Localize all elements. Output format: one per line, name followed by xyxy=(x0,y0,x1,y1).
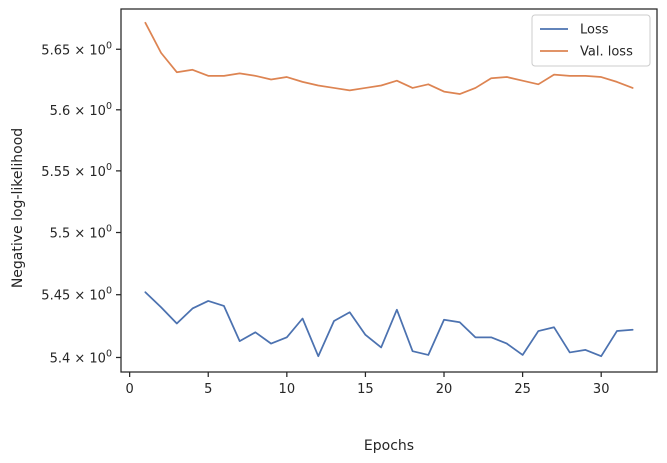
y-tick-label: 5.55 × 100 xyxy=(41,162,112,180)
y-axis-label: Negative log-likelihood xyxy=(10,128,26,288)
x-axis-label: Epochs xyxy=(364,438,414,454)
series-line-loss xyxy=(144,291,634,358)
legend: Loss Val. loss xyxy=(531,14,651,67)
y-tick-label: 5.6 × 100 xyxy=(50,101,112,119)
series-line-val-loss xyxy=(144,21,634,95)
x-tick-label: 5 xyxy=(204,382,212,397)
x-tick-label: 10 xyxy=(279,382,296,397)
y-tick-label: 5.4 × 100 xyxy=(50,348,112,366)
x-tick-label: 20 xyxy=(436,382,453,397)
y-axis-ticks: 5.4 × 100 5.45 × 100 5.5 × 100 5.55 × 100 5.… xyxy=(41,40,121,366)
x-tick-label: 0 xyxy=(126,382,134,397)
plot-frame xyxy=(120,8,658,373)
x-tick-label: 15 xyxy=(357,382,374,397)
x-tick-label: 25 xyxy=(514,382,531,397)
legend-label-loss: Loss xyxy=(580,23,609,38)
legend-label-val-loss: Val. loss xyxy=(580,45,633,60)
plot-lines xyxy=(144,21,634,358)
y-tick-label: 5.65 × 100 xyxy=(41,40,112,58)
y-tick-label: 5.5 × 100 xyxy=(50,224,112,242)
legend-box xyxy=(531,14,651,67)
y-tick-label: 5.45 × 100 xyxy=(41,286,112,304)
x-tick-label: 30 xyxy=(593,382,610,397)
x-axis-ticks: 0 5 10 15 20 25 30 xyxy=(126,372,610,397)
